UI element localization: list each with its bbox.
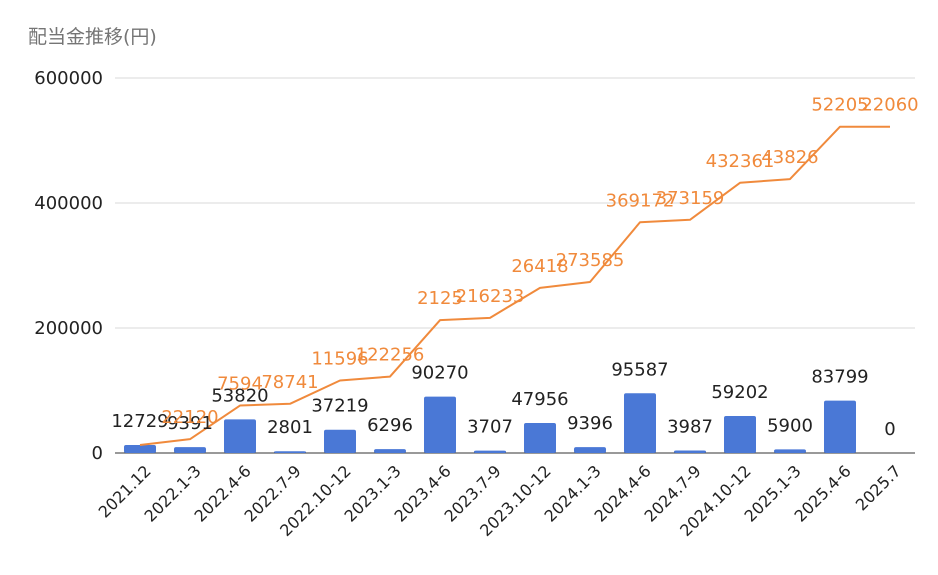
y-tick-label: 600000 — [34, 68, 103, 89]
bar-value-label: 3707 — [467, 417, 513, 438]
line-value-label: 373159 — [656, 188, 725, 209]
bar — [574, 447, 606, 453]
bar-value-label: 47956 — [511, 389, 568, 410]
bar-value-label: 2801 — [267, 417, 313, 438]
line-value-label: 7594 — [217, 374, 263, 395]
line-value-label: 432361 — [706, 151, 775, 172]
x-tick-label: 2025.7 — [852, 461, 905, 514]
line-value-label: 11596 — [311, 349, 368, 370]
bar-value-label: 83799 — [811, 367, 868, 388]
bar — [474, 450, 506, 453]
line-value-label: 78741 — [261, 372, 318, 393]
bar-value-label: 5900 — [767, 415, 813, 436]
bar — [324, 429, 356, 453]
line-value-label: 22060 — [861, 95, 918, 116]
bar-value-label: 9391 — [167, 413, 213, 434]
bar-value-label: 3987 — [667, 417, 713, 438]
bar-value-label: 0 — [884, 419, 895, 440]
line-value-label: 216233 — [456, 286, 525, 307]
bar-value-label: 9396 — [567, 413, 613, 434]
line-value-label: 2125 — [417, 288, 463, 309]
line-value-label: 122256 — [356, 345, 425, 366]
bar — [624, 393, 656, 453]
bar — [774, 449, 806, 453]
y-axis-ticks: 600000 400000 200000 0 — [34, 68, 103, 464]
bar-value-label: 12729 — [111, 411, 168, 432]
bar-series — [124, 393, 856, 453]
bar — [824, 400, 856, 453]
chart-title: 配当金推移(円) — [28, 26, 157, 48]
bar-value-label: 90270 — [411, 363, 468, 384]
line-value-label: 22120 — [161, 407, 218, 428]
line-value-label: 52205 — [811, 95, 868, 116]
bar-value-label: 37219 — [311, 396, 368, 417]
bar-value-label: 59202 — [711, 382, 768, 403]
line-series — [139, 125, 890, 447]
bar-value-label: 6296 — [367, 415, 413, 436]
bar — [424, 396, 456, 453]
line-path — [139, 125, 890, 447]
bar — [674, 450, 706, 453]
line-value-label: 273585 — [556, 250, 625, 271]
bar — [374, 449, 406, 453]
line-value-label: 26418 — [511, 256, 568, 277]
y-tick-label: 0 — [92, 443, 103, 464]
x-axis-labels: 2021.122022.1-32022.4-62022.7-92022.10-1… — [95, 461, 905, 540]
bar — [224, 419, 256, 453]
y-tick-label: 400000 — [34, 193, 103, 214]
bar — [174, 447, 206, 453]
line-value-label: 43826 — [761, 147, 818, 168]
bar-value-label: 53820 — [211, 385, 268, 406]
bar — [724, 415, 756, 453]
bar — [124, 445, 156, 453]
bar-value-label: 95587 — [611, 359, 668, 380]
y-tick-label: 200000 — [34, 318, 103, 339]
bar — [524, 423, 556, 453]
bar — [274, 451, 306, 453]
line-value-label: 369172 — [606, 190, 675, 211]
